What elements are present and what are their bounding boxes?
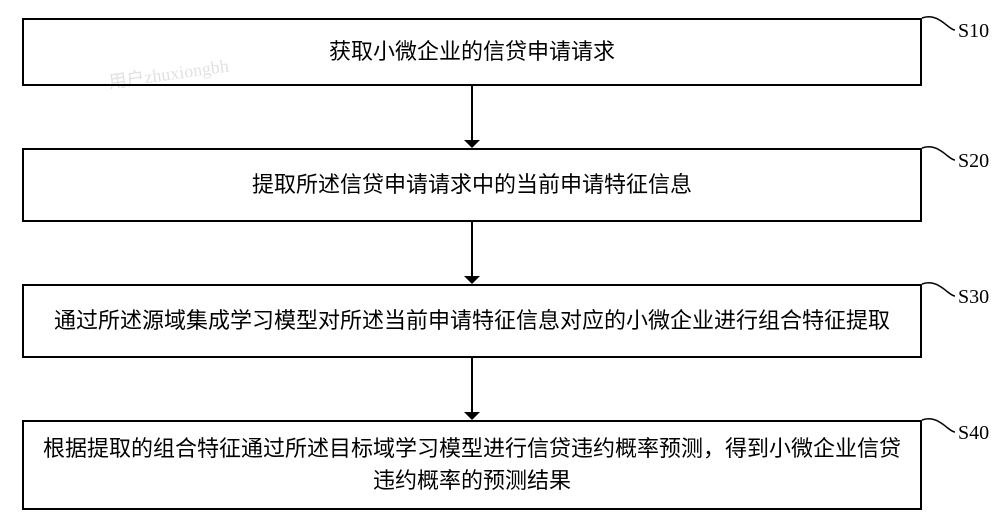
flow-step-s40: 根据提取的组合特征通过所述目标域学习模型进行信贷违约概率预测，得到小微企业信贷违… [22, 420, 922, 510]
flow-step-text: 通过所述源域集成学习模型对所述当前申请特征信息对应的小微企业进行组合特征提取 [54, 305, 890, 337]
connector-s20-s30 [452, 222, 492, 284]
flow-step-text: 根据提取的组合特征通过所述目标域学习模型进行信贷违约概率预测，得到小微企业信贷违… [34, 433, 910, 497]
flow-step-label-s10: S10 [958, 20, 989, 43]
flow-step-s30: 通过所述源域集成学习模型对所述当前申请特征信息对应的小微企业进行组合特征提取 [22, 284, 922, 358]
flow-step-text: 提取所述信贷申请请求中的当前申请特征信息 [252, 169, 692, 201]
flow-step-s20: 提取所述信贷申请请求中的当前申请特征信息 [22, 148, 922, 222]
flow-step-label-s20: S20 [958, 150, 989, 173]
connector-s10-s20 [452, 86, 492, 148]
connector-s30-s40 [452, 358, 492, 420]
flow-step-text: 获取小微企业的信贷申请请求 [329, 36, 615, 68]
flow-step-label-s40: S40 [958, 422, 989, 445]
flow-step-s10: 获取小微企业的信贷申请请求 [22, 18, 922, 86]
flow-step-label-s30: S30 [958, 286, 989, 309]
flowchart-canvas: 获取小微企业的信贷申请请求 S10 提取所述信贷申请请求中的当前申请特征信息 S20 通… [0, 0, 1000, 526]
